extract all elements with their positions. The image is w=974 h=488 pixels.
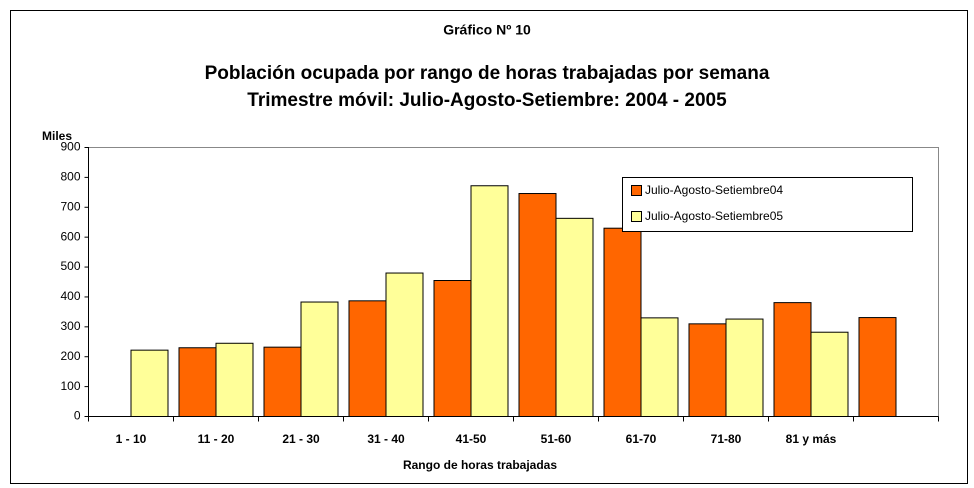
x-tick-label: 51-60 — [541, 432, 572, 446]
chart-subtitle: Trimestre móvil: Julio-Agosto-Setiembre:… — [247, 90, 727, 111]
bar — [348, 300, 387, 417]
bar — [555, 217, 594, 417]
bar — [263, 346, 302, 417]
bar — [810, 331, 849, 418]
bar — [773, 302, 812, 417]
bar — [300, 301, 339, 417]
legend-box — [622, 177, 913, 232]
bar — [858, 317, 897, 417]
x-tick-label: 41-50 — [456, 432, 487, 446]
bar — [518, 193, 557, 417]
legend-label: Julio-Agosto-Setiembre05 — [645, 209, 783, 223]
x-tick-label: 1 - 10 — [116, 432, 147, 446]
y-tick-label: 700 — [60, 199, 80, 213]
y-tick-label: 300 — [60, 319, 80, 333]
y-tick-label: 600 — [60, 229, 80, 243]
bar — [178, 347, 217, 417]
x-tick-label: 11 - 20 — [198, 432, 235, 446]
bar — [433, 280, 472, 417]
y-tick-label: 800 — [60, 170, 80, 184]
bar — [215, 342, 254, 417]
y-tick-label: 0 — [74, 409, 81, 423]
bar — [725, 318, 764, 417]
bar — [640, 317, 679, 417]
chart-title: Población ocupada por rango de horas tra… — [205, 63, 770, 84]
x-axis-title: Rango de horas trabajadas — [403, 458, 557, 472]
y-tick-label: 500 — [60, 259, 80, 273]
chart-supertitle: Gráfico Nº 10 — [443, 22, 531, 38]
legend-swatch — [631, 211, 642, 222]
x-tick-label: 81 y más — [786, 432, 837, 446]
y-tick-label: 400 — [60, 289, 80, 303]
bar — [470, 185, 509, 417]
y-tick-label: 900 — [60, 140, 80, 154]
bar — [130, 349, 169, 417]
y-axis-title: Miles — [42, 129, 72, 143]
x-tick-label: 31 - 40 — [367, 432, 405, 446]
bar — [603, 227, 642, 417]
legend-label: Julio-Agosto-Setiembre04 — [645, 183, 783, 197]
x-tick-label: 71-80 — [711, 432, 742, 446]
x-tick-label: 61-70 — [626, 432, 657, 446]
y-tick-label: 100 — [60, 379, 80, 393]
bar — [688, 323, 727, 418]
x-tick-label: 21 - 30 — [282, 432, 320, 446]
legend-swatch — [631, 185, 642, 196]
bar — [385, 272, 424, 417]
y-tick-label: 200 — [60, 349, 80, 363]
